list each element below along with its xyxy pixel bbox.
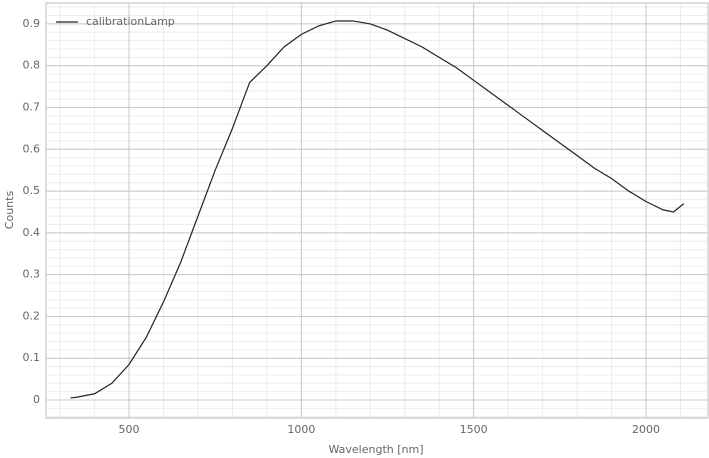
y-tick-label: 0.9 [23,17,41,30]
y-tick-label: 0 [33,393,40,406]
y-tick-label: 0.7 [23,100,41,113]
x-tick-label: 500 [119,423,140,436]
data-line [70,20,685,399]
y-axis-label: Counts [3,191,16,230]
legend-label: calibrationLamp [86,15,175,28]
y-tick-label: 0.1 [23,351,41,364]
y-tick-label: 0.4 [23,226,41,239]
plot-area [45,2,709,419]
y-tick-label: 0.3 [23,268,41,281]
y-tick-label: 0.2 [23,309,41,322]
y-tick-label: 0.8 [23,59,41,72]
y-tick-label: 0.6 [23,142,41,155]
x-axis-label: Wavelength [nm] [328,443,423,456]
x-tick-label: 1500 [460,423,488,436]
y-tick-label: 0.5 [23,184,41,197]
x-tick-label: 2000 [632,423,660,436]
x-tick-label: 1000 [287,423,315,436]
